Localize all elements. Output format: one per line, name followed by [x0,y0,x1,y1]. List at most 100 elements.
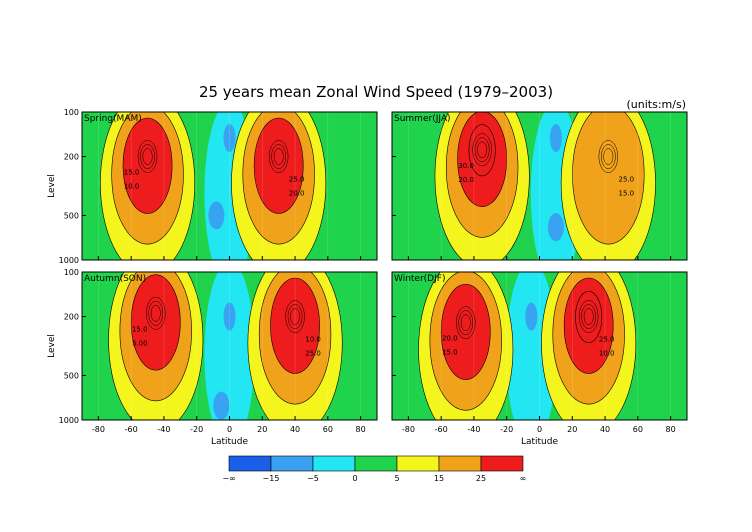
colorbar-bin [228,455,272,472]
jet-core-contour [285,300,305,333]
x-tick-label: -20 [500,425,513,434]
panel-summer-jja: Summer(JJA) 30.0 25.0 20.0 15.0 [391,111,688,261]
y-tick-label: 500 [64,371,79,380]
x-tick-label: 40 [290,425,300,434]
colorbar: −∞ −15 −5 0 5 15 25 ∞ [222,455,527,483]
jet-core-contour [148,300,164,326]
contour-field [392,272,687,420]
y-axis-label: Level [47,174,57,198]
contour-label: 10.0 [124,183,140,191]
contour-field [82,112,377,260]
panel-title: Autumn(SON) [84,274,146,284]
colorbar-label: −∞ [222,474,235,483]
jet-core-contour [290,308,301,325]
panel-title: Winter(DJF) [394,274,445,284]
contour-label: 20.0 [458,176,474,184]
contour-label: 30.0 [458,162,474,170]
easterly-core [547,213,564,242]
y-tick-label: 100 [64,268,79,277]
colorbar-bin [438,455,482,472]
x-tick-label: -80 [402,425,415,434]
contour-field [392,112,687,260]
panel-title: Spring(MAM) [84,114,142,124]
jet-isotach [572,112,645,245]
jet-core-contour [460,314,471,332]
jet-core-contour [598,140,619,173]
jet-core-contour [140,144,155,169]
colorbar-label: ∞ [520,474,527,483]
x-tick-label: 0 [537,425,542,434]
contour-label: 15.0 [442,349,458,357]
contour-label: 10.0 [599,350,615,358]
contour-label: 25.0 [289,176,305,184]
x-tick-label: 80 [356,425,366,434]
jet-core-contour [583,308,594,325]
x-tick-label: -60 [125,425,138,434]
contour-label: 10.0 [305,336,321,344]
colorbar-label: −15 [263,474,280,483]
jet-core-contour [581,304,596,329]
colorbar-label: 15 [434,474,444,483]
jet-core-contour [477,141,488,159]
jet-core-contour [603,148,614,165]
y-tick-label: 200 [64,313,79,322]
colorbar-bin [480,455,524,472]
jet-core-contour [137,140,158,173]
jet-core-contour [273,148,284,165]
colorbar-label: 0 [352,474,357,483]
jet-isotach [122,117,173,214]
jet-core-contour [150,304,161,322]
colorbar-bin [354,455,398,472]
easterly-core [208,201,225,230]
x-tick-label: -20 [190,425,203,434]
colorbar-bin [396,455,440,472]
jet-isotach [468,124,496,177]
jet-core-contour [458,310,474,336]
contour-label: 15.0 [132,325,148,333]
y-axis-label: Level [47,334,57,358]
easterly-core [549,124,562,153]
panel-autumn-son: Autumn(SON) 100 200 500 1000 -80 -60 -40 -20 0 20 4… [47,268,378,447]
contour-label: 20.0 [289,190,305,198]
easterly-band [506,272,557,420]
panel-title: Summer(JJA) [394,114,451,124]
y-tick-label: 1000 [59,416,79,425]
jet-isotach [270,277,320,374]
contour-field [82,272,377,420]
x-tick-label: 40 [600,425,610,434]
x-tick-label: 20 [257,425,267,434]
panel-spring-mam: Spring(MAM) 100 200 500 1000 Level 15.0 25.0 10.… [47,108,378,265]
easterly-core [223,302,236,331]
panel-winter-djf: Winter(DJF) -80 -60 -40 -20 0 20 40 60 80 Latitude… [391,271,688,447]
colorbar-bin [270,455,314,472]
jet-isotach [575,290,603,343]
jet-core-contour [472,133,492,167]
easterly-core [213,391,230,420]
jet-isotach [440,283,491,380]
x-axis-label: Latitude [211,437,249,447]
easterly-core [525,302,538,331]
x-tick-label: -60 [435,425,448,434]
y-tick-label: 200 [64,153,79,162]
figure-title: 25 years mean Zonal Wind Speed (1979–200… [199,83,553,101]
x-tick-label: 0 [227,425,232,434]
y-tick-label: 1000 [59,256,79,265]
contour-label: 25.0 [619,176,635,184]
x-axis-label: Latitude [521,437,559,447]
jet-core-contour [578,300,599,333]
jet-core-contour [456,306,476,340]
colorbar-label: 25 [476,474,486,483]
jet-core-contour [601,144,616,169]
colorbar-label: −5 [307,474,319,483]
x-tick-label: 60 [633,425,643,434]
contour-label: 15.0 [619,190,635,198]
easterly-core [223,124,236,153]
contour-label: 25.0 [599,336,615,344]
contour-label: 5.00 [132,339,148,347]
contour-label: 20.0 [442,335,458,343]
y-tick-label: 100 [64,108,79,117]
jet-isotach [253,117,304,214]
units-label: (units:m/s) [627,98,687,111]
contour-label: 15.0 [124,169,140,177]
